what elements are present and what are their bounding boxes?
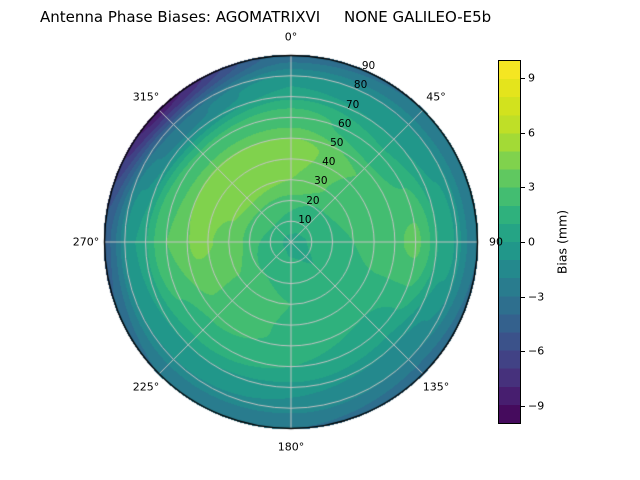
radial-tick-label-30: 30 <box>314 175 328 188</box>
polar-contour-plot <box>102 53 480 431</box>
colorbar-tick-label-9: 9 <box>528 71 535 85</box>
radial-tick-label-90: 90 <box>361 60 376 73</box>
colorbar-tick-label-3: 3 <box>528 180 535 194</box>
radial-tick-label-40: 40 <box>322 156 336 169</box>
colorbar-tick-mark--6 <box>521 351 525 353</box>
theta-tick-label-270: 270° <box>72 235 100 249</box>
theta-tick-label-180: 180° <box>277 440 305 454</box>
colorbar-tick-mark--9 <box>521 405 525 407</box>
colorbar-tick-mark-3 <box>521 187 525 189</box>
colorbar-label: Bias (mm) <box>554 209 570 275</box>
radial-tick-label-20: 20 <box>306 194 320 207</box>
radial-tick-label-10: 10 <box>298 213 312 226</box>
colorbar-tick-label-0: 0 <box>528 235 535 249</box>
theta-tick-label-45: 45° <box>426 90 446 104</box>
colorbar-tick-label--6: −6 <box>528 344 545 358</box>
theta-tick-label-135: 135° <box>422 380 450 394</box>
colorbar-tick-label--9: −9 <box>528 399 545 413</box>
radial-tick-label-70: 70 <box>345 98 360 111</box>
colorbar-tick-mark-9 <box>521 78 525 80</box>
chart-title: Antenna Phase Biases: AGOMATRIXVI NONE G… <box>40 8 492 26</box>
radial-tick-label-60: 60 <box>338 117 352 130</box>
colorbar-tick-mark-0 <box>521 242 525 243</box>
theta-tick-label-0: 0° <box>284 30 298 44</box>
theta-tick-label-315: 315° <box>132 90 160 104</box>
theta-tick-label-90: 90 <box>489 235 503 249</box>
theta-tick-label-225: 225° <box>132 380 160 394</box>
radial-tick-label-50: 50 <box>330 137 344 150</box>
radial-tick-label-80: 80 <box>353 79 368 92</box>
colorbar-tick-label--3: −3 <box>528 290 545 304</box>
colorbar-tick-mark--3 <box>521 296 525 298</box>
colorbar-tick-mark-6 <box>521 132 525 134</box>
colorbar-tick-label-6: 6 <box>528 126 535 140</box>
colorbar <box>498 60 521 424</box>
